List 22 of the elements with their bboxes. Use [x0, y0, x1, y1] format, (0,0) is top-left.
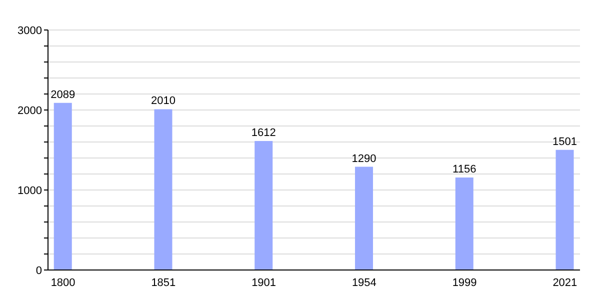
data-label: 1156 [452, 164, 476, 176]
y-tick-label: 0 [36, 264, 42, 277]
data-label: 2089 [50, 88, 76, 101]
bar [355, 166, 373, 270]
x-tick-label: 2021 [552, 276, 578, 289]
bar [556, 150, 574, 270]
x-tick-label: 1999 [452, 276, 477, 289]
x-tick-label: 1851 [151, 276, 176, 289]
y-tick-label: 2000 [18, 104, 42, 117]
bar [254, 141, 273, 270]
bar [154, 109, 172, 270]
x-tick-label: 1954 [352, 276, 376, 289]
x-tick-label: 1800 [50, 276, 76, 289]
data-label: 1612 [251, 127, 276, 140]
x-tick-label: 1901 [252, 276, 276, 289]
data-label: 2010 [151, 95, 176, 108]
y-tick-label: 1000 [18, 184, 42, 197]
data-label: 1290 [352, 152, 376, 165]
bar [455, 178, 474, 270]
y-tick-label: 3000 [18, 24, 42, 37]
bar [54, 102, 72, 270]
data-label: 1501 [552, 136, 577, 148]
